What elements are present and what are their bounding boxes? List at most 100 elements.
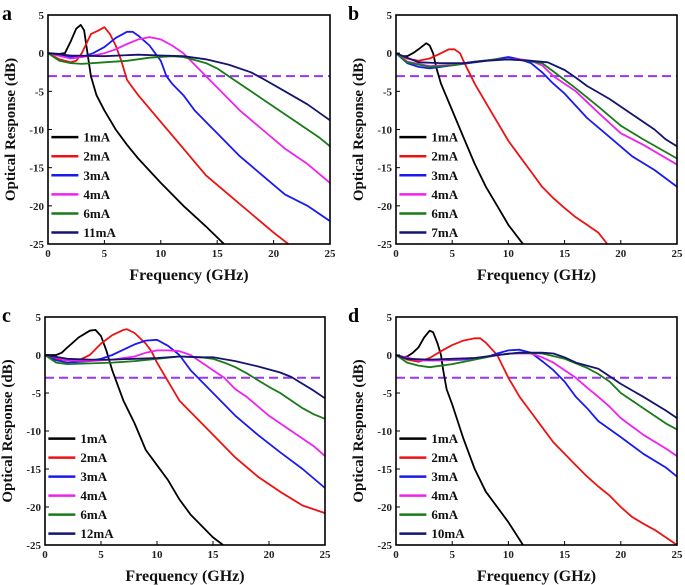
- x-tick-label: 5: [98, 549, 104, 561]
- legend-label: 2mA: [431, 450, 458, 465]
- panel-letter: a: [2, 3, 12, 25]
- legend-label: 1mA: [83, 130, 110, 145]
- y-tick-label: -25: [29, 239, 44, 251]
- x-tick-label: 5: [449, 248, 455, 260]
- x-tick-label: 25: [672, 549, 684, 561]
- x-tick-label: 0: [393, 549, 399, 561]
- legend-label: 4mA: [431, 187, 458, 202]
- legend-label: 1mA: [431, 130, 458, 145]
- x-tick-label: 10: [152, 549, 164, 561]
- series-group: [396, 329, 677, 545]
- legend: 1mA 2mA 3mA 4mA 6mA 7mA: [399, 130, 459, 240]
- series-line-6mA: [396, 52, 677, 160]
- x-tick-label: 20: [615, 248, 627, 260]
- legend: 1mA 2mA 3mA 4mA 6mA 11mA: [51, 130, 116, 240]
- series-line-1mA: [48, 24, 225, 244]
- series-line-3mA: [45, 338, 325, 489]
- legend-label: 11mA: [83, 225, 116, 240]
- x-tick-label: 25: [672, 248, 684, 260]
- x-axis-label: Frequency (GHz): [477, 568, 596, 585]
- x-axis-label: Frequency (GHz): [129, 267, 248, 284]
- x-tick-label: 10: [155, 248, 167, 260]
- series-group: [48, 24, 330, 244]
- panel-a: a 0 5 10 15 20 25 5 0 -5 -10 -15 -20 -25 Frequency (GH…: [2, 3, 336, 284]
- y-axis-label: Optical Response (dB): [3, 58, 19, 201]
- legend-label: 2mA: [83, 149, 110, 164]
- legend-label: 4mA: [83, 187, 110, 202]
- x-tick-label: 0: [42, 549, 48, 561]
- legend-label: 6mA: [83, 206, 110, 221]
- y-tick-label: -10: [26, 426, 41, 438]
- legend: 1mA 2mA 3mA 4mA 6mA 12mA: [48, 431, 114, 541]
- x-tick-label: 25: [320, 549, 332, 561]
- series-line-6mA: [45, 354, 325, 420]
- legend-label: 3mA: [431, 469, 458, 484]
- series-line-7mA: [396, 52, 677, 148]
- panel-b: b 0 5 10 15 20 25 5 0 -5 -10 -15 -20 -25 Frequency (GH…: [348, 3, 683, 284]
- y-tick-label: 0: [387, 350, 393, 362]
- x-tick-label: 25: [325, 248, 337, 260]
- legend-label: 6mA: [431, 206, 458, 221]
- x-tick-label: 20: [264, 549, 276, 561]
- y-tick-label: 0: [36, 350, 42, 362]
- legend-label: 3mA: [83, 168, 110, 183]
- y-tick-label: -10: [377, 125, 392, 137]
- panel-d: d 0 5 10 15 20 25 5 0 -5 -10 -15 -20 -25 Frequency (GH…: [348, 305, 683, 585]
- y-axis-label: Optical Response (dB): [351, 58, 367, 201]
- series-line-4mA: [48, 36, 330, 184]
- series-line-1mA: [45, 329, 224, 545]
- x-tick-label: 15: [212, 248, 224, 260]
- y-axis-label: Optical Response (dB): [351, 359, 367, 502]
- legend-label: 2mA: [431, 149, 458, 164]
- legend-label: 10mA: [431, 526, 465, 541]
- series-line-6mA: [48, 52, 330, 147]
- y-tick-label: 0: [39, 48, 45, 60]
- legend: 1mA 2mA 3mA 4mA 6mA 10mA: [399, 431, 465, 541]
- legend-label: 6mA: [80, 507, 107, 522]
- x-tick-label: 10: [503, 248, 515, 260]
- y-tick-label: 5: [36, 312, 42, 324]
- x-axis-label: Frequency (GHz): [477, 267, 596, 284]
- y-axis-label: Optical Response (dB): [0, 359, 16, 502]
- x-tick-label: 0: [393, 248, 399, 260]
- legend-label: 3mA: [80, 469, 107, 484]
- legend-label: 3mA: [431, 168, 458, 183]
- y-tick-label: 5: [39, 10, 45, 22]
- legend-label: 7mA: [431, 225, 458, 240]
- y-tick-label: -25: [26, 540, 41, 552]
- y-tick-label: -5: [35, 86, 45, 98]
- legend-label: 2mA: [80, 450, 107, 465]
- y-tick-label: -20: [377, 502, 392, 514]
- x-tick-label: 5: [449, 549, 455, 561]
- legend-label: 12mA: [80, 526, 114, 541]
- series-line-3mA: [48, 30, 330, 222]
- y-tick-label: -25: [377, 540, 392, 552]
- series-line-2mA: [48, 26, 289, 244]
- y-tick-label: -5: [383, 86, 393, 98]
- legend-label: 1mA: [431, 431, 458, 446]
- y-tick-label: -15: [377, 464, 392, 476]
- y-tick-label: -5: [32, 388, 42, 400]
- x-axis-label: Frequency (GHz): [125, 568, 244, 585]
- y-tick-label: -25: [377, 239, 392, 251]
- x-tick-label: 15: [559, 549, 571, 561]
- series-line-2mA: [396, 337, 677, 545]
- x-tick-label: 5: [102, 248, 108, 260]
- x-tick-label: 15: [208, 549, 220, 561]
- panel-letter: d: [348, 305, 359, 327]
- series-group: [45, 328, 325, 545]
- panel-letter: b: [348, 3, 359, 25]
- series-line-11mA: [48, 52, 330, 122]
- x-tick-label: 20: [268, 248, 280, 260]
- y-tick-label: -15: [29, 163, 44, 175]
- y-tick-label: 0: [387, 48, 393, 60]
- y-tick-label: -15: [377, 163, 392, 175]
- panel-letter: c: [2, 305, 11, 327]
- y-tick-label: -10: [29, 125, 44, 137]
- series-line-2mA: [396, 48, 609, 244]
- y-tick-label: -20: [26, 502, 41, 514]
- y-tick-label: 5: [387, 10, 393, 22]
- legend-label: 6mA: [431, 507, 458, 522]
- y-tick-label: -5: [383, 388, 393, 400]
